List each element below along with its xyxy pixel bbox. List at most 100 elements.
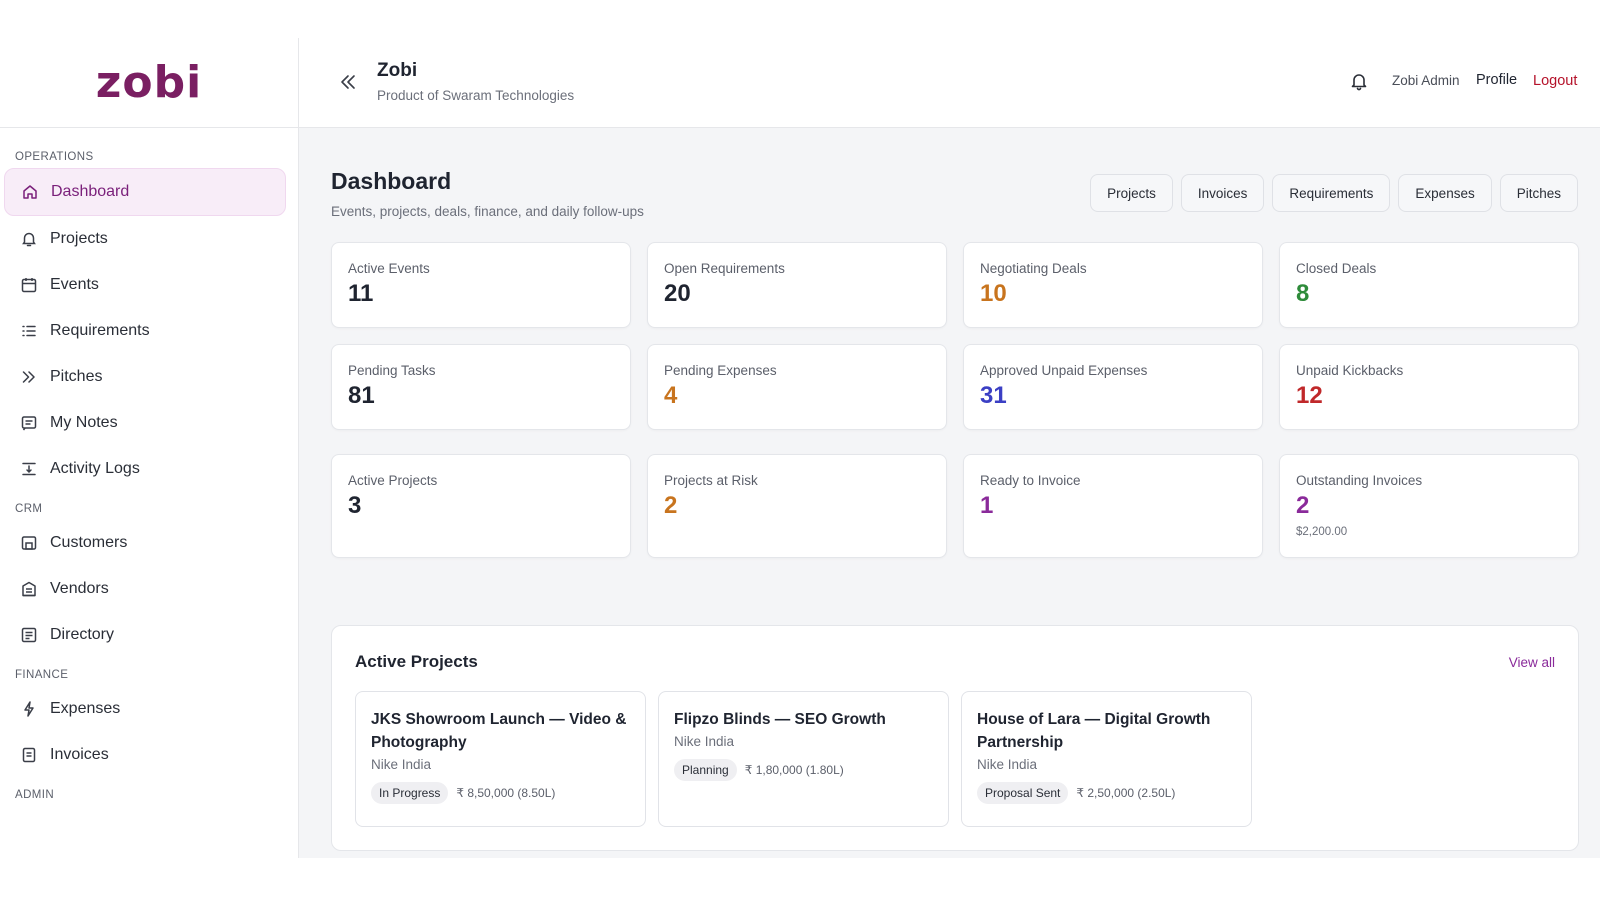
- project-title: JKS Showroom Launch — Video & Photograph…: [371, 711, 627, 751]
- logout-link[interactable]: Logout: [1533, 73, 1578, 89]
- stat-card-approved-unpaid-expenses[interactable]: Approved Unpaid Expenses 31: [963, 344, 1263, 430]
- sidebar-item-label: Expenses: [50, 700, 121, 717]
- stat-value: 20: [664, 280, 691, 307]
- status-badge: In Progress: [371, 782, 449, 804]
- expenses-icon: [20, 700, 38, 718]
- stat-extra: $2,200.00: [1296, 526, 1348, 538]
- stat-label: Active Projects: [348, 473, 438, 488]
- section-label-crm: CRM: [15, 503, 43, 515]
- stat-label: Closed Deals: [1296, 261, 1377, 276]
- sidebar-item-directory[interactable]: Directory: [4, 612, 286, 658]
- sidebar: zobi OPERATIONS Dashboard Projects Events Re…: [0, 38, 299, 858]
- project-client: Nike India: [371, 757, 432, 772]
- sidebar-item-label: Vendors: [50, 580, 109, 597]
- stat-card-outstanding-invoices[interactable]: Outstanding Invoices 2 $2,200.00: [1279, 454, 1579, 558]
- stat-value: 31: [980, 382, 1007, 409]
- stat-card-negotiating-deals[interactable]: Negotiating Deals 10: [963, 242, 1263, 328]
- stat-value: 3: [348, 492, 362, 519]
- stat-label: Pending Expenses: [664, 363, 777, 378]
- stat-value: 2: [1296, 492, 1310, 519]
- sidebar-item-customers[interactable]: Customers: [4, 520, 286, 566]
- project-meta: In Progress ₹ 8,50,000 (8.50L): [371, 782, 630, 804]
- stat-card-projects-at-risk[interactable]: Projects at Risk 2: [647, 454, 947, 558]
- stat-card-ready-to-invoice[interactable]: Ready to Invoice 1: [963, 454, 1263, 558]
- active-projects-panel: Active Projects View all JKS Showroom La…: [331, 625, 1579, 851]
- stat-card-unpaid-kickbacks[interactable]: Unpaid Kickbacks 12: [1279, 344, 1579, 430]
- collapse-sidebar-icon[interactable]: [335, 69, 361, 95]
- invoices-icon: [20, 746, 38, 764]
- page-subtitle: Events, projects, deals, finance, and da…: [331, 204, 644, 219]
- stat-label: Unpaid Kickbacks: [1296, 363, 1404, 378]
- brand-subtitle: Product of Swaram Technologies: [377, 88, 575, 103]
- sidebar-item-my-notes[interactable]: My Notes: [4, 400, 286, 446]
- sidebar-item-activity-logs[interactable]: Activity Logs: [4, 446, 286, 492]
- quick-link-invoices[interactable]: Invoices: [1180, 174, 1265, 212]
- sidebar-item-pitches[interactable]: Pitches: [4, 354, 286, 400]
- stat-value: 2: [664, 492, 678, 519]
- stat-value: 81: [348, 382, 375, 409]
- sidebar-item-projects[interactable]: Projects: [4, 216, 286, 262]
- project-card[interactable]: JKS Showroom Launch — Video & Photograph…: [355, 691, 646, 827]
- double-chevron-icon: [20, 368, 38, 386]
- stat-card-active-events[interactable]: Active Events 11: [331, 242, 631, 328]
- sidebar-item-label: Projects: [50, 230, 108, 247]
- status-badge: Planning: [674, 759, 737, 781]
- sidebar-item-label: Requirements: [50, 322, 150, 339]
- list-icon: [20, 322, 38, 340]
- stat-label: Ready to Invoice: [980, 473, 1081, 488]
- project-meta: Proposal Sent ₹ 2,50,000 (2.50L): [977, 782, 1236, 804]
- sidebar-item-vendors[interactable]: Vendors: [4, 566, 286, 612]
- stat-card-active-projects[interactable]: Active Projects 3: [331, 454, 631, 558]
- sidebar-item-dashboard[interactable]: Dashboard: [4, 168, 286, 216]
- project-list: JKS Showroom Launch — Video & Photograph…: [355, 691, 1252, 827]
- stat-label: Outstanding Invoices: [1296, 473, 1423, 488]
- section-label-operations: OPERATIONS: [15, 151, 94, 163]
- project-title: House of Lara — Digital Growth Partnersh…: [977, 711, 1211, 751]
- project-amount: ₹ 1,80,000 (1.80L): [744, 763, 844, 777]
- sidebar-item-invoices[interactable]: Invoices: [4, 732, 286, 778]
- notes-icon: [20, 414, 38, 432]
- stat-value: 12: [1296, 382, 1323, 409]
- project-client: Nike India: [674, 734, 735, 749]
- stat-label: Projects at Risk: [664, 473, 758, 488]
- stat-card-closed-deals[interactable]: Closed Deals 8: [1279, 242, 1579, 328]
- stat-row: Pending Tasks 81 Pending Expenses 4 Approved…: [331, 344, 1579, 430]
- stat-row: Active Events 11 Open Requirements 20 Negoti…: [331, 242, 1579, 328]
- stats-grid: Active Events 11 Open Requirements 20 Negoti…: [331, 242, 1579, 574]
- sidebar-item-expenses[interactable]: Expenses: [4, 686, 286, 732]
- page-title: Dashboard: [331, 168, 452, 194]
- sidebar-item-label: My Notes: [50, 414, 118, 431]
- project-card[interactable]: House of Lara — Digital Growth Partnersh…: [961, 691, 1252, 827]
- sidebar-item-events[interactable]: Events: [4, 262, 286, 308]
- user-name: Zobi Admin: [1392, 73, 1460, 88]
- stat-value: 1: [980, 492, 994, 519]
- brand-title: Zobi: [377, 60, 418, 81]
- stat-row: Active Projects 3 Projects at Risk 2 Ready t…: [331, 446, 1579, 558]
- status-badge: Proposal Sent: [977, 782, 1069, 804]
- view-all-link[interactable]: View all: [1508, 655, 1555, 670]
- stat-card-open-requirements[interactable]: Open Requirements 20: [647, 242, 947, 328]
- sidebar-item-label: Activity Logs: [50, 460, 140, 477]
- stat-card-pending-expenses[interactable]: Pending Expenses 4: [647, 344, 947, 430]
- main-content: Dashboard Events, projects, deals, finan…: [299, 128, 1600, 858]
- stat-label: Pending Tasks: [348, 363, 436, 378]
- stat-value: 8: [1296, 280, 1310, 307]
- active-projects-title: Active Projects: [355, 652, 478, 671]
- zobi-logo[interactable]: zobi: [95, 56, 203, 108]
- logo-area: zobi: [0, 38, 298, 128]
- quick-link-projects[interactable]: Projects: [1090, 174, 1173, 212]
- sidebar-nav: OPERATIONS Dashboard Projects Events Require…: [0, 128, 298, 806]
- section-label-finance: FINANCE: [15, 669, 69, 681]
- notification-bell-icon[interactable]: [1349, 71, 1369, 91]
- app-window: zobi OPERATIONS Dashboard Projects Events Re…: [0, 38, 1600, 858]
- quick-link-requirements[interactable]: Requirements: [1272, 174, 1391, 212]
- sidebar-item-label: Dashboard: [51, 183, 130, 200]
- logs-icon: [20, 460, 38, 478]
- profile-link[interactable]: Profile: [1476, 72, 1518, 88]
- quick-link-pitches[interactable]: Pitches: [1499, 174, 1578, 212]
- quick-link-expenses[interactable]: Expenses: [1398, 174, 1492, 212]
- project-card[interactable]: Flipzo Blinds — SEO Growth Nike India Plan…: [658, 691, 949, 827]
- sidebar-item-requirements[interactable]: Requirements: [4, 308, 286, 354]
- project-title: Flipzo Blinds — SEO Growth: [674, 711, 886, 728]
- stat-card-pending-tasks[interactable]: Pending Tasks 81: [331, 344, 631, 430]
